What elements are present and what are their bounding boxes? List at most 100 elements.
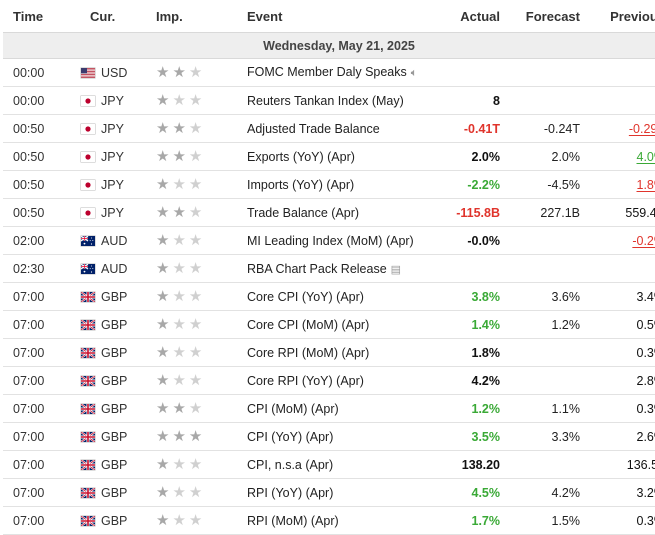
japan-flag-icon xyxy=(81,96,95,106)
table-row[interactable]: 07:00 GBP ★★★ CPI (MoM) (Apr) 1.2% 1.1% … xyxy=(3,395,655,423)
star-empty-icon: ★ xyxy=(189,148,202,165)
event-name[interactable]: CPI (MoM) (Apr) xyxy=(247,402,339,416)
header-forecast[interactable]: Forecast xyxy=(502,0,582,33)
australia-flag-icon xyxy=(81,264,95,274)
table-row[interactable]: 07:00 GBP ★★★ Core RPI (MoM) (Apr) 1.8% … xyxy=(3,339,655,367)
star-empty-icon: ★ xyxy=(189,120,202,137)
speaker-icon[interactable]: 🔈︎ xyxy=(411,67,418,79)
document-icon[interactable]: ▤ xyxy=(391,264,401,276)
event-name[interactable]: Core CPI (YoY) (Apr) xyxy=(247,290,364,304)
table-row[interactable]: 07:00 GBP ★★★ Core CPI (YoY) (Apr) 3.8% … xyxy=(3,283,655,311)
previous-text: 3.2% xyxy=(637,486,655,500)
currency-code: GBP xyxy=(101,318,127,332)
importance-stars: ★★★ xyxy=(155,311,246,339)
star-empty-icon: ★ xyxy=(172,316,185,333)
table-row[interactable]: 00:00 USD ★★★ FOMC Member Daly Speaks🔈︎ xyxy=(3,59,655,87)
event-cell[interactable]: Adjusted Trade Balance xyxy=(246,115,437,143)
header-actual[interactable]: Actual xyxy=(437,0,502,33)
event-cell[interactable]: Core RPI (MoM) (Apr) xyxy=(246,339,437,367)
table-row[interactable]: 07:00 GBP ★★★ RPI (MoM) (Apr) 1.7% 1.5% … xyxy=(3,507,655,535)
event-time: 00:50 xyxy=(3,199,76,227)
event-time: 07:00 xyxy=(3,451,76,479)
forecast-value: -0.24T xyxy=(502,115,582,143)
header-previous[interactable]: Previous xyxy=(582,0,655,33)
header-time[interactable]: Time xyxy=(3,0,76,33)
event-name[interactable]: RBA Chart Pack Release xyxy=(247,262,387,276)
event-cell[interactable]: FOMC Member Daly Speaks 🔈︎ xyxy=(246,59,437,87)
event-currency: JPY xyxy=(76,171,155,199)
star-empty-icon: ★ xyxy=(189,400,202,417)
table-row[interactable]: 07:00 GBP ★★★ RPI (YoY) (Apr) 4.5% 4.2% … xyxy=(3,479,655,507)
event-name[interactable]: Adjusted Trade Balance xyxy=(247,122,380,136)
table-row[interactable]: 07:00 GBP ★★★ Core CPI (MoM) (Apr) 1.4% … xyxy=(3,311,655,339)
table-row[interactable]: 00:50 JPY ★★★ Adjusted Trade Balance -0.… xyxy=(3,115,655,143)
event-cell[interactable]: MI Leading Index (MoM) (Apr) xyxy=(246,227,437,255)
table-row[interactable]: 02:30 AUD ★★★ RBA Chart Pack Release▤ xyxy=(3,255,655,283)
event-name[interactable]: Imports (YoY) (Apr) xyxy=(247,178,354,192)
actual-text: 3.5% xyxy=(472,430,501,444)
header-currency[interactable]: Cur. xyxy=(76,0,155,33)
previous-value: 3.4% xyxy=(582,283,655,311)
event-cell[interactable]: Core CPI (MoM) (Apr) xyxy=(246,311,437,339)
event-cell[interactable]: CPI (MoM) (Apr) xyxy=(246,395,437,423)
event-cell[interactable]: Trade Balance (Apr) xyxy=(246,199,437,227)
event-cell[interactable]: RPI (MoM) (Apr) xyxy=(246,507,437,535)
event-currency: GBP xyxy=(76,283,155,311)
previous-text: 1.8% xyxy=(637,178,655,192)
event-name[interactable]: CPI (YoY) (Apr) xyxy=(247,430,333,444)
event-time: 07:00 xyxy=(3,283,76,311)
event-name[interactable]: MI Leading Index (MoM) (Apr) xyxy=(247,234,414,248)
event-name[interactable]: RPI (MoM) (Apr) xyxy=(247,514,339,528)
actual-text: 1.4% xyxy=(472,318,501,332)
event-cell[interactable]: CPI, n.s.a (Apr) xyxy=(246,451,437,479)
currency-code: JPY xyxy=(101,122,124,136)
header-event[interactable]: Event xyxy=(246,0,437,33)
event-cell[interactable]: Exports (YoY) (Apr) xyxy=(246,143,437,171)
table-row[interactable]: 00:50 JPY ★★★ Exports (YoY) (Apr) 2.0% 2… xyxy=(3,143,655,171)
uk-flag-icon xyxy=(81,348,95,358)
previous-value xyxy=(582,59,655,87)
event-name[interactable]: RPI (YoY) (Apr) xyxy=(247,486,333,500)
event-cell[interactable]: Imports (YoY) (Apr) xyxy=(246,171,437,199)
event-currency: JPY xyxy=(76,87,155,115)
event-name[interactable]: Reuters Tankan Index (May) xyxy=(247,94,404,108)
event-name[interactable]: CPI, n.s.a (Apr) xyxy=(247,458,333,472)
currency-code: JPY xyxy=(101,178,124,192)
event-time: 07:00 xyxy=(3,367,76,395)
header-importance[interactable]: Imp. xyxy=(155,0,246,33)
uk-flag-icon xyxy=(81,432,95,442)
star-filled-icon: ★ xyxy=(172,148,185,165)
japan-flag-icon xyxy=(81,208,95,218)
event-time: 07:00 xyxy=(3,311,76,339)
event-name[interactable]: Exports (YoY) (Apr) xyxy=(247,150,355,164)
event-cell[interactable]: CPI (YoY) (Apr) xyxy=(246,423,437,451)
currency-code: USD xyxy=(101,66,127,80)
event-name[interactable]: Core RPI (MoM) (Apr) xyxy=(247,346,369,360)
event-name[interactable]: Core RPI (YoY) (Apr) xyxy=(247,374,364,388)
event-cell[interactable]: Core CPI (YoY) (Apr) xyxy=(246,283,437,311)
event-name[interactable]: Core CPI (MoM) (Apr) xyxy=(247,318,369,332)
event-cell[interactable]: RPI (YoY) (Apr) xyxy=(246,479,437,507)
previous-text: 136.50 xyxy=(627,458,655,472)
previous-value: 0.3% xyxy=(582,395,655,423)
actual-value: 4.5% xyxy=(437,479,502,507)
previous-text: -0.2% xyxy=(632,234,655,248)
table-row[interactable]: 00:50 JPY ★★★ Imports (YoY) (Apr) -2.2% … xyxy=(3,171,655,199)
event-cell[interactable]: Core RPI (YoY) (Apr) xyxy=(246,367,437,395)
forecast-text: -4.5% xyxy=(547,178,580,192)
table-row[interactable]: 00:50 JPY ★★★ Trade Balance (Apr) -115.8… xyxy=(3,199,655,227)
actual-text: 4.5% xyxy=(472,486,501,500)
event-name[interactable]: Trade Balance (Apr) xyxy=(247,206,359,220)
event-cell[interactable]: Reuters Tankan Index (May) xyxy=(246,87,437,115)
event-cell[interactable]: RBA Chart Pack Release ▤ xyxy=(246,255,437,283)
table-row[interactable]: 07:00 GBP ★★★ CPI (YoY) (Apr) 3.5% 3.3% … xyxy=(3,423,655,451)
star-filled-icon: ★ xyxy=(156,64,169,81)
actual-value: 3.8% xyxy=(437,283,502,311)
table-row[interactable]: 02:00 AUD ★★★ MI Leading Index (MoM) (Ap… xyxy=(3,227,655,255)
table-row[interactable]: 07:00 GBP ★★★ CPI, n.s.a (Apr) 138.20 13… xyxy=(3,451,655,479)
event-time: 02:30 xyxy=(3,255,76,283)
previous-text: -0.29T xyxy=(629,122,655,136)
table-row[interactable]: 00:00 JPY ★★★ Reuters Tankan Index (May)… xyxy=(3,87,655,115)
event-name[interactable]: FOMC Member Daly Speaks xyxy=(247,65,407,79)
table-row[interactable]: 07:00 GBP ★★★ Core RPI (YoY) (Apr) 4.2% … xyxy=(3,367,655,395)
